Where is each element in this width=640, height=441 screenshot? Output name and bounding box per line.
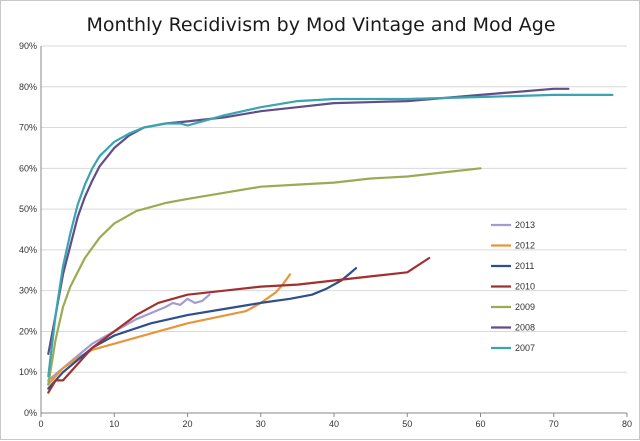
legend-label-2008: 2008	[515, 323, 535, 333]
series-line-2013	[47, 293, 211, 382]
y-tick-label: 30%	[19, 286, 37, 296]
x-tick-label: 40	[329, 419, 339, 429]
y-tick-label: 70%	[19, 123, 37, 133]
legend-label-2010: 2010	[515, 282, 535, 292]
x-tick-label: 30	[256, 419, 266, 429]
x-tick-label: 50	[402, 419, 412, 429]
y-tick-label: 50%	[19, 204, 37, 214]
y-tick-label: 0%	[24, 408, 37, 418]
series-line-2012	[47, 273, 292, 386]
legend-label-2013: 2013	[515, 220, 535, 230]
y-tick-label: 60%	[19, 163, 37, 173]
legend-label-2012: 2012	[515, 241, 535, 251]
series-lines	[47, 87, 614, 394]
series-line-2009	[47, 167, 482, 386]
x-tick-label: 70	[549, 419, 559, 429]
y-tick-label: 80%	[19, 82, 37, 92]
gridlines	[41, 45, 627, 373]
legend-label-2009: 2009	[515, 302, 535, 312]
x-tick-label: 0	[38, 419, 43, 429]
chart-title: Monthly Recidivism by Mod Vintage and Mo…	[86, 14, 555, 36]
series-line-2011	[47, 267, 358, 390]
legend-label-2011: 2011	[515, 261, 534, 271]
series-line-2010	[47, 256, 431, 394]
axes: 0% 10% 20% 30% 40% 50% 60% 70% 80% 90% 0 10 20 30 40 50…	[19, 41, 632, 429]
series-line-2008	[47, 87, 570, 355]
y-tick-label: 20%	[19, 326, 37, 336]
y-tick-label: 10%	[19, 367, 37, 377]
x-tick-label: 10	[109, 419, 119, 429]
legend-label-2007: 2007	[515, 343, 535, 353]
legend: 2013 2012 2011 2010 2009 2008 2007	[491, 220, 535, 353]
y-tick-label: 90%	[19, 41, 37, 51]
y-tick-label: 40%	[19, 245, 37, 255]
series-line-2007	[47, 93, 614, 378]
x-tick-label: 60	[475, 419, 485, 429]
x-tick-label: 20	[182, 419, 192, 429]
x-tick-label: 80	[622, 419, 632, 429]
